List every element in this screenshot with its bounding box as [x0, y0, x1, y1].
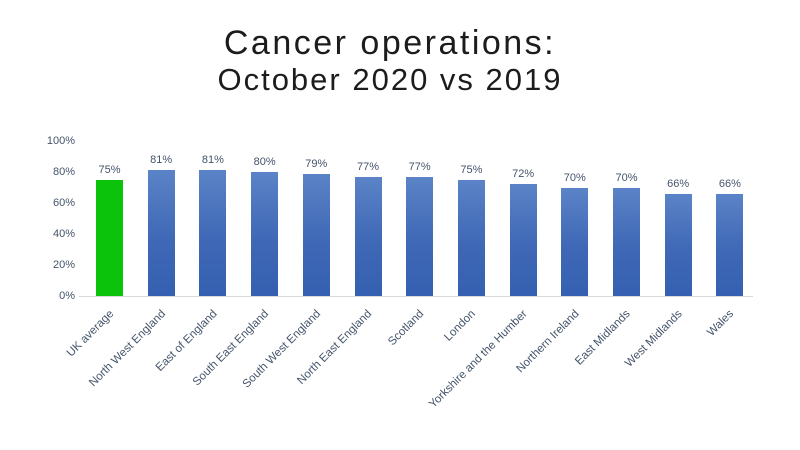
plot-area: 0% 20% 40% 60% 80% 100% 75% 81% 81% 80% 79% 77% 77% 7…	[47, 135, 753, 302]
bar-south-west-england	[302, 173, 330, 296]
y-axis-tick-label: 20%	[52, 259, 75, 271]
data-label-yorkshire-and-the-humber: 72%	[512, 168, 535, 181]
bar-uk-average	[96, 179, 123, 296]
data-label-london: 75%	[460, 163, 483, 176]
y-axis-tick-label: 80%	[52, 166, 75, 178]
x-axis-label-yorkshire-and-the-humber: Yorkshire and the Humber	[426, 308, 530, 411]
data-label-scotland: 77%	[408, 160, 431, 173]
data-label-wales: 66%	[718, 177, 741, 190]
y-axis-tick-label: 100%	[46, 135, 75, 147]
y-axis-tick-label: 40%	[52, 228, 75, 240]
x-axis-label-wales: Wales	[705, 308, 737, 339]
data-label-north-east-england: 77%	[356, 160, 380, 173]
data-label-east-midlands: 70%	[615, 171, 638, 184]
data-label-east-of-england: 81%	[201, 154, 224, 167]
data-label-northern-ireland: 70%	[563, 171, 586, 184]
x-axis-labels: UK average North West England East of Engl…	[65, 298, 753, 438]
bar-east-midlands	[613, 187, 640, 296]
bar-yorkshire-and-the-humber	[509, 184, 537, 296]
bar-wales	[716, 193, 744, 296]
bar-north-east-england	[354, 176, 382, 296]
bar-north-west-england	[147, 170, 175, 296]
data-label-south-east-england: 80%	[253, 156, 276, 168]
bar-london	[457, 179, 485, 296]
chart-title-line-2: October 2020 vs 2019	[217, 62, 563, 97]
bar-scotland	[406, 176, 434, 296]
bar-east-of-england	[199, 170, 227, 296]
bar-west-midlands	[664, 193, 692, 296]
data-label-uk-average: 75%	[98, 163, 121, 176]
data-label-west-midlands: 66%	[667, 177, 690, 190]
x-axis-label-uk-average: UK average	[64, 308, 116, 360]
x-axis-label-london: London	[442, 308, 478, 344]
chart-title-line-1: Cancer operations:	[223, 24, 557, 62]
chart-title: Cancer operations: October 2020 vs 2019	[0, 24, 780, 98]
data-label-south-west-england: 79%	[305, 157, 328, 170]
y-axis-tick-label: 0%	[59, 290, 75, 302]
bar-south-east-england	[251, 172, 279, 296]
x-axis-label-west-midlands: West Midlands	[623, 308, 685, 370]
y-axis-tick-label: 60%	[52, 197, 75, 209]
data-label-north-west-england: 81%	[150, 154, 173, 167]
bar-northern-ireland	[561, 187, 589, 296]
x-axis-label-scotland: Scotland	[386, 308, 427, 349]
